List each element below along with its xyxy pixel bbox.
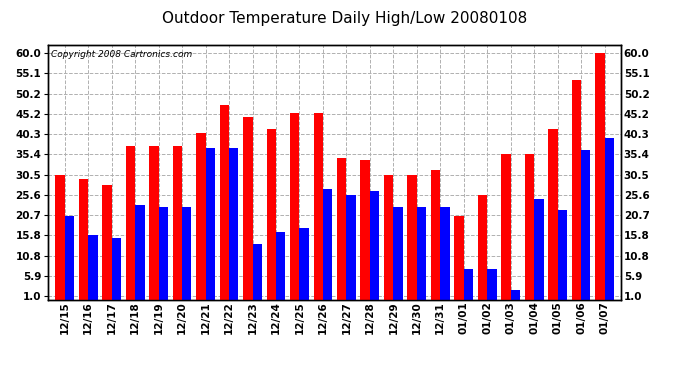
Bar	[431, 171, 440, 300]
Bar	[337, 158, 346, 300]
Bar	[370, 191, 380, 300]
Bar	[440, 207, 450, 300]
Bar	[65, 216, 74, 300]
Bar	[206, 148, 215, 300]
Bar	[159, 207, 168, 300]
Bar	[102, 185, 112, 300]
Bar	[182, 207, 191, 300]
Bar	[487, 269, 497, 300]
Bar	[534, 199, 544, 300]
Bar	[581, 150, 591, 300]
Bar	[112, 238, 121, 300]
Bar	[511, 290, 520, 300]
Bar	[229, 148, 239, 300]
Bar	[393, 207, 403, 300]
Bar	[55, 174, 65, 300]
Bar	[149, 146, 159, 300]
Bar	[88, 235, 97, 300]
Bar	[196, 134, 206, 300]
Bar	[572, 80, 581, 300]
Text: Outdoor Temperature Daily High/Low 20080108: Outdoor Temperature Daily High/Low 20080…	[162, 11, 528, 26]
Bar	[346, 195, 356, 300]
Bar	[407, 174, 417, 300]
Bar	[558, 210, 567, 300]
Bar	[323, 189, 333, 300]
Bar	[135, 206, 144, 300]
Bar	[172, 146, 182, 300]
Bar	[79, 178, 88, 300]
Bar	[525, 154, 534, 300]
Bar	[604, 138, 614, 300]
Bar	[290, 113, 299, 300]
Bar	[384, 174, 393, 300]
Bar	[266, 129, 276, 300]
Bar	[126, 146, 135, 300]
Bar	[502, 154, 511, 300]
Text: Copyright 2008 Cartronics.com: Copyright 2008 Cartronics.com	[51, 50, 193, 59]
Bar	[313, 113, 323, 300]
Bar	[595, 53, 604, 300]
Bar	[243, 117, 253, 300]
Bar	[253, 244, 262, 300]
Bar	[464, 269, 473, 300]
Bar	[276, 232, 286, 300]
Bar	[299, 228, 309, 300]
Bar	[477, 195, 487, 300]
Bar	[549, 129, 558, 300]
Bar	[454, 216, 464, 300]
Bar	[417, 207, 426, 300]
Bar	[360, 160, 370, 300]
Bar	[219, 105, 229, 300]
